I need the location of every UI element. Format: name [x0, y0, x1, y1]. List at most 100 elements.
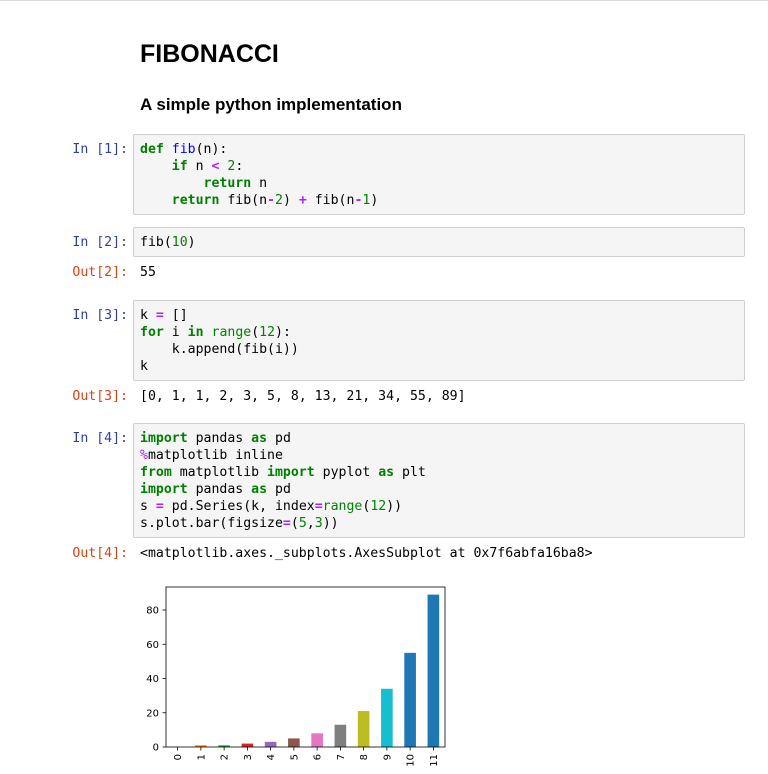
- code-cell-3[interactable]: [133, 300, 745, 381]
- code-cell-4-source[interactable]: import pandas as pd %matplotlib inline fro…: [140, 430, 426, 532]
- code-token: n: [187, 159, 212, 174]
- code-line: %matplotlib inline: [140, 447, 426, 464]
- code-token: ): [282, 193, 299, 208]
- x-tick-label: 8: [359, 754, 370, 760]
- bar-10: [404, 652, 416, 747]
- input-prompt-4: In [4]:: [72, 431, 128, 446]
- code-token: =: [155, 308, 164, 323]
- code-cell-2[interactable]: [133, 227, 745, 257]
- code-token: (: [290, 516, 299, 531]
- bar-11: [427, 594, 440, 747]
- bar-8: [357, 711, 370, 747]
- code-token: fib: [171, 142, 196, 157]
- code-cell-4[interactable]: [133, 423, 745, 538]
- code-token: (: [362, 499, 371, 514]
- code-token: import: [267, 465, 315, 480]
- cell-output-3: [0, 1, 1, 2, 3, 5, 8, 13, 21, 34, 55, 89…: [140, 389, 466, 404]
- code-token: def: [140, 142, 164, 157]
- code-token: as: [251, 431, 268, 446]
- input-prompt-1: In [1]:: [72, 142, 128, 157]
- code-token: []: [163, 308, 188, 323]
- code-token: (n):: [195, 142, 228, 157]
- code-token: pd: [267, 431, 291, 446]
- code-token: )): [386, 499, 403, 514]
- code-line: if n < 2:: [140, 158, 378, 175]
- code-token: range: [322, 499, 363, 514]
- code-line: k.append(fib(i)): [140, 341, 299, 358]
- code-token: return: [203, 176, 252, 191]
- code-token: k.append(fib(i)): [140, 342, 299, 357]
- bar-chart: 0 20 40 60 80 0 1 2 3 4 5 6 7 8 9 10 11: [146, 586, 446, 767]
- input-prompt-3: In [3]:: [72, 308, 128, 323]
- code-token: fib(: [140, 235, 172, 250]
- code-token: 5: [298, 516, 307, 531]
- x-tick-label: 2: [220, 754, 231, 760]
- bar-9: [381, 688, 393, 747]
- code-token: <: [211, 159, 220, 174]
- code-cell-1-source[interactable]: def fib(n): if n < 2: return n return fi…: [140, 141, 378, 209]
- code-token: :: [235, 159, 244, 174]
- code-line: fib(10): [140, 234, 196, 251]
- code-token: in: [187, 325, 204, 340]
- code-token: fib(n: [219, 193, 268, 208]
- x-tick-label: 9: [382, 754, 393, 760]
- bar-2: [218, 745, 230, 747]
- x-tick-label: 5: [289, 754, 300, 760]
- x-tick-label: 0: [173, 754, 184, 760]
- code-token: =: [314, 499, 323, 514]
- y-tick-label: 0: [153, 743, 159, 754]
- output-prompt-4: Out[4]:: [72, 546, 128, 561]
- code-token: [140, 193, 172, 208]
- code-token: return: [171, 193, 220, 208]
- code-line: import pandas as pd: [140, 481, 426, 498]
- code-token: fib(n: [306, 193, 355, 208]
- code-token: ): [187, 235, 196, 250]
- y-tick-label: 80: [146, 606, 159, 617]
- code-token: as: [251, 482, 268, 497]
- bar-3: [241, 743, 254, 747]
- code-token: as: [378, 465, 395, 480]
- page-subtitle: A simple python implementation: [140, 95, 402, 114]
- y-tick-label: 40: [146, 674, 159, 685]
- code-token: import: [140, 431, 188, 446]
- code-token: 2: [275, 193, 283, 208]
- x-tick-label: 3: [243, 754, 254, 760]
- code-token: from: [140, 465, 172, 480]
- x-tick-label: 11: [429, 754, 440, 767]
- code-token: import: [140, 482, 188, 497]
- code-line: for i in range(12):: [140, 324, 299, 341]
- code-cell-2-source[interactable]: fib(10): [140, 234, 196, 251]
- code-line: return fib(n-2) + fib(n-1): [140, 192, 379, 209]
- code-token: for: [140, 325, 164, 340]
- code-token: -: [267, 193, 275, 208]
- code-token: range: [211, 325, 252, 340]
- code-token: 12: [259, 325, 276, 340]
- code-token: i: [163, 325, 188, 340]
- code-line: import pandas as pd: [140, 430, 426, 447]
- code-cell-3-source[interactable]: k = [] for i in range(12): k.append(fib(i…: [140, 307, 299, 375]
- code-token: (: [251, 325, 260, 340]
- bar-1: [195, 745, 207, 747]
- code-cell-1[interactable]: [133, 134, 745, 215]
- code-token: matplotlib: [171, 465, 268, 480]
- x-tick-label: 4: [266, 754, 277, 760]
- cell-output-2: 55: [140, 265, 156, 280]
- bar-6: [311, 733, 323, 747]
- code-token: 1: [362, 193, 371, 208]
- code-token: k: [140, 359, 148, 374]
- bar-5: [288, 738, 300, 747]
- code-token: %: [140, 448, 148, 463]
- code-token: pandas: [187, 482, 252, 497]
- code-token: pandas: [187, 431, 252, 446]
- x-tick-label: 1: [196, 754, 207, 760]
- code-token: [204, 325, 212, 340]
- code-token: [164, 142, 172, 157]
- code-token: =: [155, 499, 164, 514]
- code-token: ):: [275, 325, 291, 340]
- code-line: k = []: [140, 307, 299, 324]
- code-token: ,: [306, 516, 315, 531]
- code-token: =: [282, 516, 291, 531]
- code-line: return n: [140, 175, 378, 192]
- page-title: FIBONACCI: [140, 40, 279, 68]
- output-prompt-2: Out[2]:: [72, 265, 128, 280]
